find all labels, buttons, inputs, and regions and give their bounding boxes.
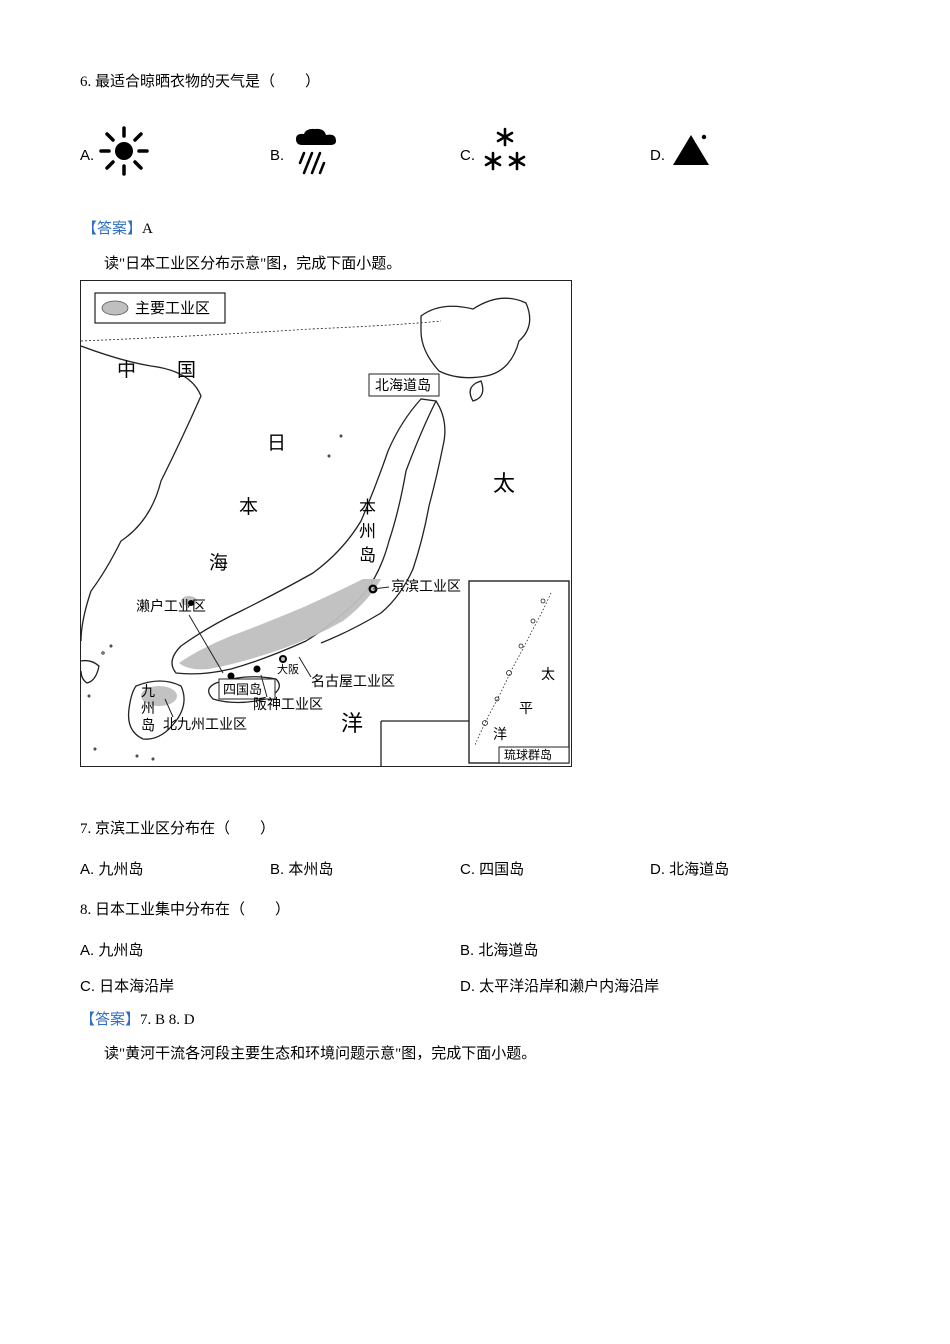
question-7: 7. 京滨工业区分布在（ ） <box>80 815 870 844</box>
svg-text:本: 本 <box>239 496 258 518</box>
q7-option-c[interactable]: C. 四国岛 <box>460 856 650 885</box>
map-intro: 读"日本工业区分布示意"图，完成下面小题。 <box>104 250 870 279</box>
option-label: A. <box>80 142 94 171</box>
svg-text:阪神工业区: 阪神工业区 <box>253 697 323 713</box>
svg-text:四国岛: 四国岛 <box>223 682 262 697</box>
q7-option-a[interactable]: A. 九州岛 <box>80 856 270 885</box>
q7-option-b[interactable]: B. 本州岛 <box>270 856 460 885</box>
q7-options: A. 九州岛 B. 本州岛 C. 四国岛 D. 北海道岛 <box>80 852 870 889</box>
answer-label: 【答案】 <box>80 1012 140 1028</box>
answer-label: 【答案】 <box>82 221 142 237</box>
svg-text:北海道岛: 北海道岛 <box>375 378 431 394</box>
svg-text:海: 海 <box>209 552 228 574</box>
hail-icon <box>669 131 713 182</box>
svg-text:北九州工业区: 北九州工业区 <box>163 717 247 733</box>
q8-option-d[interactable]: D. 太平洋沿岸和濑户内海沿岸 <box>460 973 840 1002</box>
q6-option-d[interactable]: D. <box>650 131 840 182</box>
q8-text: 日本工业集中分布在（ ） <box>95 902 290 918</box>
question-6: 6. 最适合晾晒衣物的天气是（ ） <box>80 68 870 97</box>
q7-option-d[interactable]: D. 北海道岛 <box>650 856 840 885</box>
answer-value: 7. B 8. D <box>140 1012 195 1028</box>
svg-text:州: 州 <box>359 522 376 541</box>
japan-map: 主要工业区 <box>80 280 572 767</box>
svg-text:洋: 洋 <box>341 711 363 736</box>
svg-text:大阪: 大阪 <box>277 662 299 676</box>
question-8: 8. 日本工业集中分布在（ ） <box>80 896 870 925</box>
svg-text:太: 太 <box>493 471 515 496</box>
q7-number: 7. <box>80 821 91 837</box>
q6-option-c[interactable]: C. <box>460 127 650 186</box>
svg-text:京滨工业区: 京滨工业区 <box>391 579 461 595</box>
rain-icon <box>288 127 344 186</box>
option-label: D. <box>650 142 665 171</box>
svg-text:名古屋工业区: 名古屋工业区 <box>311 674 395 690</box>
q6-option-a[interactable]: A. <box>80 125 270 188</box>
svg-text:琉球群岛: 琉球群岛 <box>504 747 552 762</box>
svg-text:九: 九 <box>141 684 155 700</box>
svg-text:中: 中 <box>117 359 136 381</box>
svg-text:太: 太 <box>541 667 555 683</box>
svg-text:平: 平 <box>519 702 533 717</box>
svg-text:洋: 洋 <box>493 727 507 743</box>
svg-text:濑户工业区: 濑户工业区 <box>136 598 206 615</box>
q8-options: A. 九州岛 B. 北海道岛 C. 日本海沿岸 D. 太平洋沿岸和濑户内海沿岸 <box>80 933 870 1006</box>
q8-option-b[interactable]: B. 北海道岛 <box>460 937 840 966</box>
option-label: C. <box>460 142 475 171</box>
svg-text:州: 州 <box>141 702 155 717</box>
snow-icon <box>479 127 531 186</box>
option-label: B. <box>270 142 284 171</box>
answer-value: A <box>142 221 153 237</box>
svg-text:本: 本 <box>359 498 376 517</box>
q6-options: A. B. <box>80 125 870 188</box>
footer-intro: 读"黄河干流各河段主要生态和环境问题示意"图，完成下面小题。 <box>104 1040 870 1069</box>
q78-answer: 【答案】7. B 8. D <box>80 1006 870 1035</box>
q8-number: 8. <box>80 902 91 918</box>
q7-text: 京滨工业区分布在（ ） <box>95 821 275 837</box>
legend-text: 主要工业区 <box>135 300 210 317</box>
svg-text:日: 日 <box>267 433 286 454</box>
q6-text: 最适合晾晒衣物的天气是（ ） <box>95 74 320 90</box>
q6-answer: 【答案】A <box>82 215 870 244</box>
sun-icon <box>98 125 150 188</box>
q6-option-b[interactable]: B. <box>270 127 460 186</box>
q8-option-a[interactable]: A. 九州岛 <box>80 937 460 966</box>
q8-option-c[interactable]: C. 日本海沿岸 <box>80 973 460 1002</box>
svg-text:国: 国 <box>177 360 196 381</box>
q6-number: 6. <box>80 74 91 90</box>
svg-text:岛: 岛 <box>359 546 376 565</box>
svg-text:岛: 岛 <box>141 718 155 734</box>
